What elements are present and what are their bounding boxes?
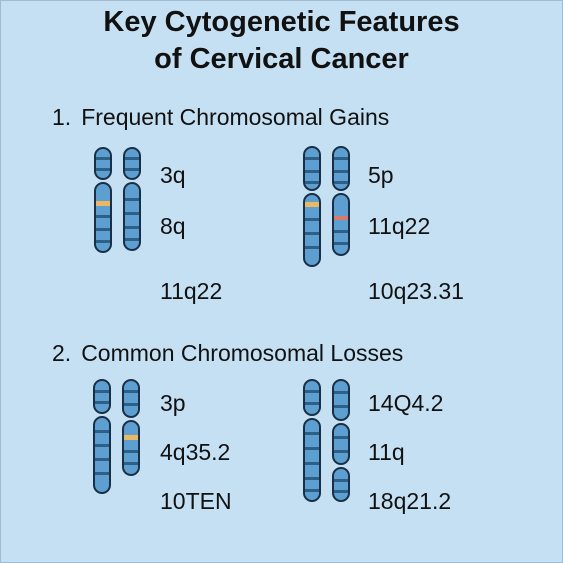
diagram-title-line-1: Key Cytogenetic Features bbox=[103, 6, 460, 38]
chromosome-pair-gains-left bbox=[94, 147, 141, 253]
gain-label-left-1: 3q bbox=[160, 162, 186, 188]
chromosome-icon bbox=[332, 146, 350, 256]
chromosome-icon bbox=[332, 379, 350, 502]
chromosome-icon bbox=[93, 379, 111, 494]
chromosome-icon bbox=[94, 147, 112, 253]
loss-label-right-2: 11q bbox=[368, 439, 405, 465]
gain-label-left-3: 11q22 bbox=[160, 278, 223, 304]
section-gains-title: Frequent Chromosomal Gains bbox=[81, 104, 390, 130]
section-losses-heading: 2. Common Chromosomal Losses bbox=[52, 339, 403, 367]
loss-label-right-1: 14Q4.2 bbox=[368, 390, 444, 416]
gain-label-right-2: 11q22 bbox=[368, 213, 431, 239]
section-gains-number: 1. bbox=[52, 104, 72, 130]
chromosome-pair-losses-left bbox=[93, 379, 140, 494]
loss-label-left-1: 3p bbox=[160, 390, 186, 416]
diagram-title-line-2: of Cervical Cancer bbox=[154, 43, 409, 75]
chromosome-pair-gains-right bbox=[303, 146, 350, 267]
chromosome-icon bbox=[303, 146, 321, 267]
loss-label-left-3: 10TEN bbox=[160, 488, 232, 514]
chromosome-pair-losses-right bbox=[303, 379, 350, 502]
loss-label-right-3: 18q21.2 bbox=[368, 488, 452, 514]
chromosome-icon bbox=[122, 379, 140, 476]
section-gains-heading: 1. Frequent Chromosomal Gains bbox=[52, 103, 389, 131]
loss-label-left-2: 4q35.2 bbox=[160, 439, 231, 465]
section-losses-title: Common Chromosomal Losses bbox=[81, 340, 404, 366]
gain-label-right-3: 10q23.31 bbox=[368, 278, 464, 304]
gain-label-right-1: 5p bbox=[368, 162, 394, 188]
section-losses-number: 2. bbox=[52, 340, 72, 366]
chromosome-icon bbox=[123, 147, 141, 251]
gain-label-left-2: 8q bbox=[160, 213, 186, 239]
chromosome-icon bbox=[303, 379, 321, 502]
